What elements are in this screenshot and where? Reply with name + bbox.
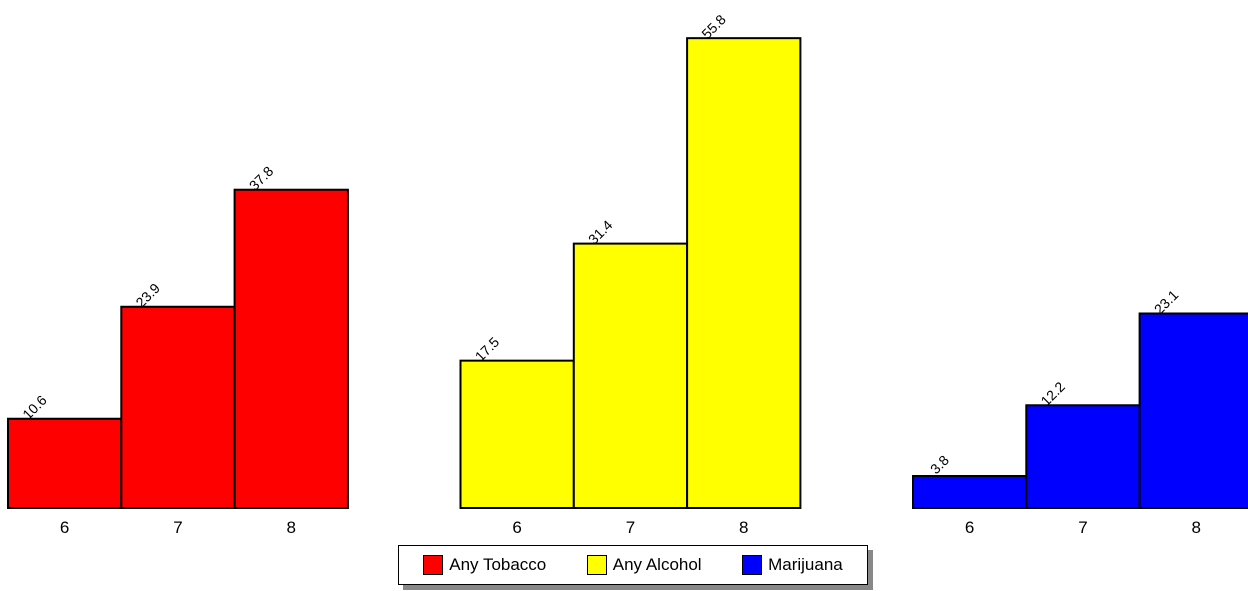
bar-marijuana-7 <box>1025 404 1141 509</box>
legend-swatch-tobacco <box>423 555 444 575</box>
legend-label-marijuana: Marijuana <box>768 555 843 574</box>
legend-label-alcohol: Any Alcohol <box>612 555 702 574</box>
legend-swatch-alcohol <box>586 555 607 575</box>
legend: Any Tobacco Any Alcohol Marijuana <box>398 545 868 585</box>
x-tick-marijuana-6: 6 <box>965 518 974 537</box>
legend-label-tobacco: Any Tobacco <box>449 555 547 574</box>
x-tick-any-alcohol-7: 7 <box>626 518 635 537</box>
x-tick-marijuana-7: 7 <box>1078 518 1087 537</box>
legend-item-marijuana: Marijuana <box>742 555 843 575</box>
x-tick-any-tobacco-7: 7 <box>173 518 182 537</box>
legend-swatch-marijuana <box>742 555 763 575</box>
x-tick-any-tobacco-6: 6 <box>60 518 69 537</box>
data-label-marijuana-6: 3.8 <box>927 452 952 477</box>
bar-marijuana-8 <box>1138 312 1248 509</box>
x-tick-any-alcohol-6: 6 <box>512 518 521 537</box>
x-tick-any-alcohol-8: 8 <box>739 518 748 537</box>
bar-any-alcohol-7 <box>572 242 689 509</box>
bar-any-tobacco-8 <box>233 188 349 509</box>
bar-marijuana-6 <box>912 475 1028 509</box>
legend-item-tobacco: Any Tobacco <box>423 555 546 575</box>
bar-any-tobacco-7 <box>120 305 236 509</box>
x-tick-marijuana-8: 8 <box>1192 518 1201 537</box>
bar-any-alcohol-8 <box>686 37 802 509</box>
legend-item-alcohol: Any Alcohol <box>586 555 702 575</box>
bar-any-tobacco-6 <box>7 417 123 509</box>
bar-any-alcohol-6 <box>459 359 575 509</box>
x-tick-any-tobacco-8: 8 <box>287 518 296 537</box>
